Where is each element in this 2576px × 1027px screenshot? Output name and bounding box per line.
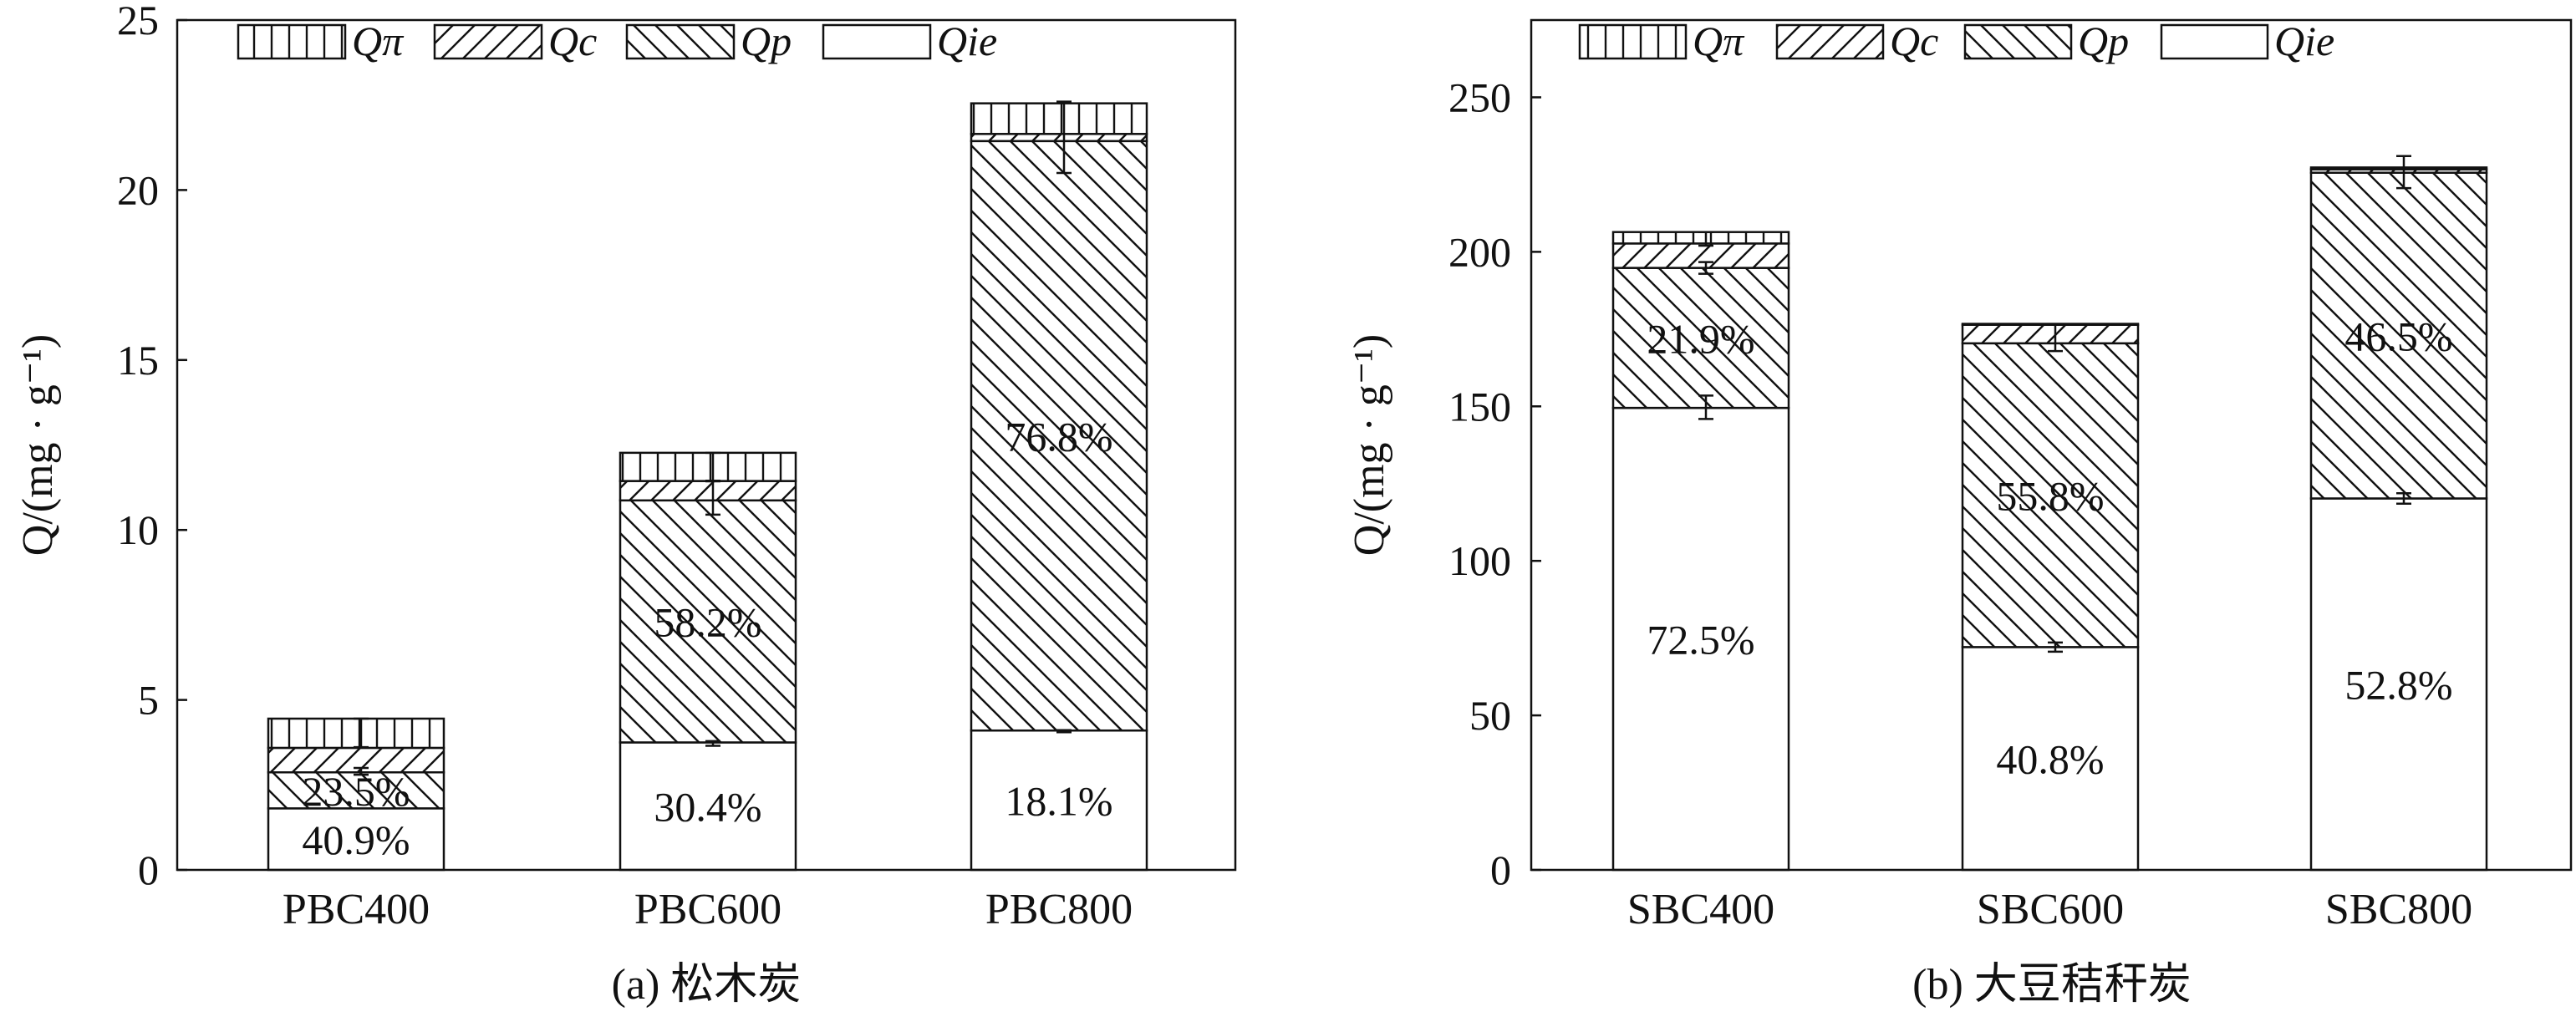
plot-frame	[176, 18, 1237, 872]
chart-panel-a: 40.9%23.5% PBC400 30.4% 58.2% PBC600 18.1% 76.…	[14, 0, 1237, 1009]
bar-segment-qp	[2309, 171, 2488, 500]
data-label: 58.2%	[654, 599, 761, 646]
bar-segment-qie	[267, 807, 445, 872]
y-axis-label: Q/(mg · g⁻¹)	[1346, 334, 1393, 556]
bar-segment-qc	[970, 133, 1148, 143]
legend-item-qp: Qp	[625, 18, 792, 64]
x-tick-label: SBC800	[2325, 886, 2472, 933]
bar-segment-qp	[1961, 342, 2140, 648]
legend-swatch	[1578, 23, 1688, 60]
bar-segment-qπ	[2309, 166, 2488, 170]
data-label: 40.8%	[1996, 736, 2104, 783]
data-label: 18.1%	[1005, 778, 1112, 825]
legend-item-qie: Qie	[822, 18, 997, 64]
bar-segment-qie	[1961, 646, 2140, 872]
x-tick-label: PBC800	[985, 886, 1133, 933]
chart-subtitle: (a) 松木炭	[612, 961, 802, 1009]
plot-frame	[1530, 18, 2573, 872]
legend-item-qπ: Qπ	[1578, 18, 1745, 64]
data-label: 21.9%	[1647, 315, 1754, 362]
bar-segment-qc	[1611, 242, 1790, 269]
data-label: 72.5%	[1647, 617, 1754, 663]
y-tick-label: 25	[117, 0, 159, 43]
bar-segment-qc	[619, 480, 797, 502]
legend-item-qp: Qp	[1963, 18, 2129, 64]
data-label: 76.8%	[1005, 414, 1112, 460]
bar-segment-qπ	[970, 102, 1148, 135]
bar-segment-qp	[267, 770, 445, 810]
chart-subtitle: (b) 大豆秸秆炭	[1912, 961, 2192, 1009]
bar-segment-qie	[1611, 406, 1790, 872]
legend-item-qπ: Qπ	[237, 18, 405, 64]
data-label: 46.5%	[2344, 313, 2452, 360]
legend-label: Qp	[2078, 18, 2129, 64]
bar-segment-qπ	[1611, 231, 1790, 245]
bar-segment-qπ	[619, 451, 797, 482]
legend-swatch	[822, 23, 932, 60]
y-tick-label: 0	[1490, 847, 1511, 893]
y-tick-label: 250	[1448, 74, 1511, 120]
y-axis-label: Q/(mg · g⁻¹)	[14, 334, 62, 556]
bar-segment-qp	[1611, 267, 1790, 409]
y-tick-label: 150	[1448, 383, 1511, 430]
x-tick-label: PBC400	[283, 886, 430, 933]
bar-segment-qie	[2309, 497, 2488, 872]
data-label: 40.9%	[302, 816, 410, 863]
legend-swatch	[2160, 23, 2269, 60]
data-label: 55.8%	[1996, 473, 2104, 520]
legend-label: Qie	[937, 18, 997, 64]
y-tick-label: 0	[138, 847, 159, 893]
bar-segment-qp	[619, 499, 797, 744]
bar-segment-qc	[1961, 323, 2140, 345]
y-tick-label: 10	[117, 506, 159, 553]
x-tick-label: SBC400	[1627, 886, 1774, 933]
y-tick-label: 200	[1448, 228, 1511, 275]
y-tick-label: 100	[1448, 537, 1511, 584]
data-label: 30.4%	[654, 784, 761, 831]
chart-panel-b: 72.5% 21.9% SBC400 40.8% 55.8% SBC600 52.8% 46.…	[1346, 18, 2573, 1009]
x-tick-label: SBC600	[1977, 886, 2124, 933]
data-label: 23.5%	[302, 768, 410, 815]
legend-swatch	[237, 23, 347, 60]
legend-item-qc: Qc	[433, 18, 597, 64]
data-label: 52.8%	[2344, 662, 2452, 709]
legend-swatch	[1963, 23, 2073, 60]
legend-swatch	[433, 23, 543, 60]
y-tick-label: 15	[117, 337, 159, 384]
legend-item-qie: Qie	[2160, 18, 2334, 64]
legend-label: Qπ	[1693, 18, 1745, 64]
y-tick-label: 5	[138, 677, 159, 724]
legend-label: Qc	[1890, 18, 1938, 64]
bar-segment-qπ	[267, 717, 445, 750]
legend-label: Qie	[2274, 18, 2334, 64]
y-tick-label: 20	[117, 166, 159, 213]
legend-label: Qπ	[352, 18, 405, 64]
legend-swatch	[1775, 23, 1885, 60]
legend-label: Qp	[741, 18, 792, 64]
x-tick-label: PBC600	[634, 886, 781, 933]
y-tick-label: 50	[1469, 692, 1511, 739]
legend-item-qc: Qc	[1775, 18, 1938, 64]
legend-label: Qc	[548, 18, 597, 64]
legend-swatch	[625, 23, 736, 60]
